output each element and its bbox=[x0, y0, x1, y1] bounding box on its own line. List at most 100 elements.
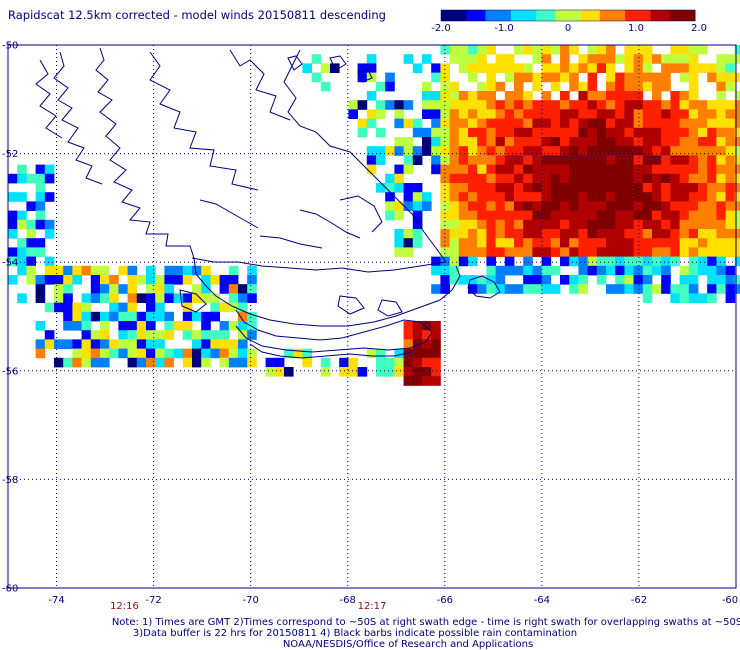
wind-cell bbox=[366, 63, 377, 73]
wind-cell bbox=[90, 275, 101, 285]
wind-cell bbox=[431, 146, 441, 156]
wind-cell bbox=[81, 348, 92, 359]
wind-cell bbox=[228, 339, 239, 349]
wind-cell bbox=[486, 137, 496, 147]
wind-cell bbox=[523, 265, 533, 276]
wind-cell bbox=[468, 256, 478, 267]
colorbar-cell bbox=[542, 10, 550, 21]
wind-cell bbox=[596, 229, 607, 239]
wind-cell bbox=[90, 357, 101, 368]
wind-cell bbox=[228, 265, 239, 276]
wind-cell bbox=[615, 137, 625, 147]
wind-cell bbox=[532, 238, 542, 248]
wind-cell bbox=[652, 256, 662, 267]
wind-cell bbox=[431, 164, 441, 175]
colorbar-label-zero: 0 bbox=[565, 23, 571, 34]
wind-cell bbox=[100, 339, 110, 349]
wind-cell bbox=[541, 146, 552, 156]
wind-cell bbox=[63, 293, 73, 303]
wind-cell bbox=[63, 311, 73, 322]
wind-cell bbox=[495, 192, 506, 202]
x-tick-label: -66 bbox=[437, 595, 453, 606]
wind-cell bbox=[173, 265, 184, 276]
wind-cell bbox=[652, 127, 662, 138]
wind-cell bbox=[541, 91, 552, 101]
colorbar-cell bbox=[561, 10, 569, 21]
wind-cell bbox=[541, 173, 552, 184]
wind-cell bbox=[118, 321, 128, 331]
wind-cell bbox=[716, 219, 726, 230]
wind-cell bbox=[550, 192, 561, 202]
wind-cell bbox=[403, 100, 414, 110]
wind-cell bbox=[302, 348, 312, 359]
wind-cell bbox=[201, 284, 211, 294]
wind-cell bbox=[458, 155, 469, 165]
colorbar-cell bbox=[453, 10, 461, 21]
colorbar-cell bbox=[631, 10, 639, 21]
wind-cell bbox=[504, 265, 515, 276]
wind-cell bbox=[514, 137, 524, 147]
colorbar-cell bbox=[517, 10, 525, 21]
wind-cell bbox=[633, 127, 644, 138]
wind-cell bbox=[422, 357, 432, 368]
wind-cell bbox=[688, 54, 699, 64]
wind-cell bbox=[26, 256, 36, 267]
wind-cell bbox=[716, 229, 726, 239]
colorbar-cell bbox=[447, 10, 455, 21]
wind-cell bbox=[578, 137, 588, 147]
wind-cell bbox=[486, 63, 496, 73]
wind-cell bbox=[523, 210, 533, 221]
wind-cell bbox=[431, 118, 441, 129]
wind-cell bbox=[569, 229, 579, 239]
wind-cell bbox=[541, 54, 552, 64]
wind-cell bbox=[569, 100, 579, 110]
wind-cell bbox=[504, 256, 515, 267]
wind-cell bbox=[606, 192, 616, 202]
wind-cell bbox=[652, 118, 662, 129]
wind-cell bbox=[403, 137, 414, 147]
wind-cell bbox=[560, 137, 570, 147]
wind-cell bbox=[412, 210, 423, 221]
wind-cell bbox=[431, 63, 441, 73]
wind-cell bbox=[486, 155, 496, 165]
wind-cell bbox=[136, 357, 147, 368]
wind-cell bbox=[578, 109, 588, 119]
wind-cell bbox=[431, 321, 441, 331]
wind-cell bbox=[642, 275, 653, 285]
wind-cell bbox=[615, 247, 625, 257]
wind-cell bbox=[652, 192, 662, 202]
wind-cell bbox=[550, 247, 561, 257]
wind-cell bbox=[44, 275, 55, 285]
wind-cell bbox=[514, 146, 524, 156]
wind-cell bbox=[587, 91, 598, 101]
wind-cell bbox=[633, 265, 644, 276]
wind-cell bbox=[477, 164, 487, 175]
wind-cell bbox=[238, 330, 248, 340]
wind-cell bbox=[615, 192, 625, 202]
wind-cell bbox=[164, 275, 174, 285]
wind-cell bbox=[449, 91, 460, 101]
wind-cell bbox=[569, 238, 579, 248]
wind-cell bbox=[569, 201, 579, 211]
wind-cell bbox=[587, 100, 598, 110]
wind-cell bbox=[560, 275, 570, 285]
wind-cell bbox=[550, 100, 561, 110]
wind-cell bbox=[136, 348, 147, 359]
wind-cell bbox=[339, 367, 349, 377]
x-tick-label: -64 bbox=[534, 595, 550, 606]
wind-cell bbox=[569, 164, 579, 175]
wind-cell bbox=[422, 146, 432, 156]
wind-cell bbox=[633, 164, 644, 175]
wind-cell bbox=[35, 201, 46, 211]
wind-cell bbox=[569, 63, 579, 73]
wind-cell bbox=[155, 348, 165, 359]
wind-cell bbox=[734, 238, 740, 248]
wind-cell bbox=[652, 164, 662, 175]
wind-cell bbox=[569, 219, 579, 230]
wind-cell bbox=[725, 63, 736, 73]
wind-cell bbox=[90, 265, 101, 276]
wind-cell bbox=[146, 275, 156, 285]
wind-cell bbox=[560, 183, 570, 193]
wind-cell bbox=[652, 238, 662, 248]
wind-cell bbox=[716, 238, 726, 248]
